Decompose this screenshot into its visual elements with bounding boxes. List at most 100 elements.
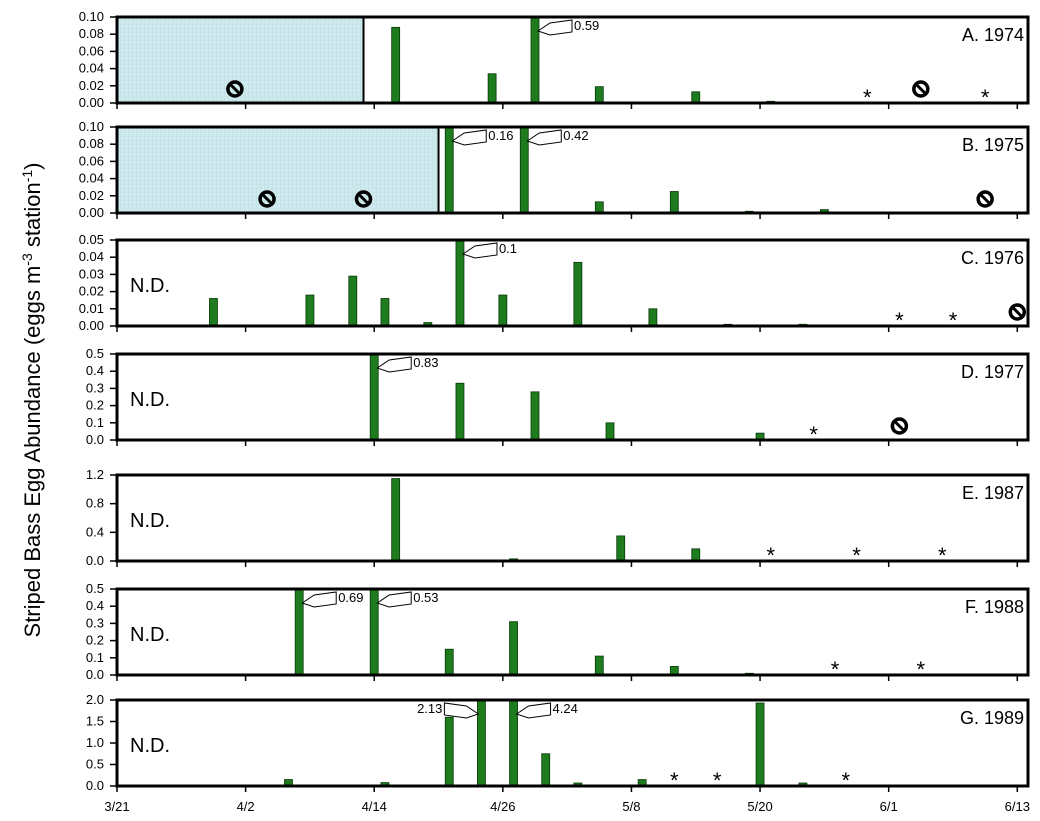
- y-axis-label-part: Striped Bass Egg Abundance (eggs m: [20, 266, 45, 638]
- no-sample-slash: [260, 192, 274, 206]
- bar: [209, 298, 218, 326]
- callout-arrow: [515, 702, 552, 719]
- y-tick-label: 1.0: [86, 735, 104, 750]
- y-tick-label: 0.06: [79, 153, 104, 168]
- y-tick-label: 0.00: [79, 95, 104, 110]
- bar: [691, 91, 701, 103]
- y-tick-label: 0.2: [86, 398, 104, 413]
- callout-label: 0.1: [499, 241, 517, 256]
- callout-label: 0.53: [413, 590, 438, 605]
- y-tick-label: 0.10: [79, 9, 104, 24]
- panel-title: G. 1989: [960, 708, 1024, 728]
- panel-title: A. 1974: [962, 25, 1024, 45]
- bar: [530, 17, 540, 103]
- no-data-label: N.D.: [130, 275, 170, 297]
- zero-catch-marker: *: [713, 768, 722, 793]
- zero-catch-marker: *: [949, 308, 958, 333]
- y-tick-label: 0.08: [79, 26, 104, 41]
- bar: [391, 478, 401, 561]
- zero-catch-marker: *: [809, 422, 818, 447]
- panel-frame: [115, 238, 1030, 328]
- panel-frame: [115, 473, 1030, 563]
- no-sample-icon: [912, 80, 930, 98]
- x-tick-label: 3/21: [104, 799, 129, 814]
- bar: [573, 261, 583, 326]
- y-tick-label: 0.02: [79, 284, 104, 299]
- y-tick-label: 0.2: [86, 633, 104, 648]
- no-sample-icon: [1008, 303, 1027, 321]
- bar: [444, 716, 454, 786]
- panel-title: F. 1988: [965, 597, 1024, 617]
- no-sample-slash: [979, 192, 992, 206]
- y-tick-label: 0.10: [79, 119, 104, 134]
- y-axis-label-part: ): [20, 163, 45, 170]
- y-tick-label: 0.3: [86, 380, 104, 395]
- bar: [594, 201, 604, 213]
- y-tick-label: 2.0: [86, 692, 104, 707]
- callout-arrow: [376, 356, 412, 373]
- no-sample-icon: [226, 80, 244, 98]
- no-data-label: N.D.: [130, 510, 170, 532]
- callout-arrow: [451, 129, 487, 146]
- bar: [455, 240, 465, 326]
- y-tick-label: 0.4: [86, 524, 104, 539]
- y-tick-label: 0.1: [86, 415, 104, 430]
- y-tick-label: 0.05: [79, 232, 104, 247]
- callout-label: 0.42: [563, 128, 588, 143]
- y-tick-label: 0.03: [79, 266, 104, 281]
- zero-catch-marker: *: [852, 543, 861, 568]
- callout-arrow: [536, 19, 573, 36]
- bar: [294, 589, 304, 675]
- bar: [369, 354, 379, 440]
- x-tick-label: 4/26: [490, 799, 515, 814]
- bar: [444, 127, 454, 213]
- callout-arrow: [461, 242, 498, 259]
- y-tick-label: 0.08: [79, 136, 104, 151]
- y-tick-label: 0.4: [86, 598, 104, 613]
- no-sample-icon: [258, 190, 276, 208]
- no-sample-slash: [914, 82, 927, 96]
- bar: [648, 308, 658, 326]
- y-tick-label: 0.04: [79, 249, 104, 264]
- no-sample-icon: [976, 190, 994, 208]
- panel-title: D. 1977: [961, 362, 1024, 382]
- callout-label: 0.69: [338, 590, 363, 605]
- panel-title: E. 1987: [962, 483, 1024, 503]
- y-axis-label-part: station: [20, 182, 45, 253]
- no-sample-slash: [893, 419, 906, 433]
- zero-catch-marker: *: [766, 543, 775, 568]
- callout-label: 2.13: [417, 701, 442, 716]
- y-tick-label: 0.04: [79, 171, 104, 186]
- y-tick-label: 0.4: [86, 363, 104, 378]
- bar: [669, 666, 679, 675]
- y-tick-label: 0.00: [79, 318, 104, 333]
- panel-frame: [115, 15, 1030, 105]
- callout-label: 0.83: [413, 355, 438, 370]
- y-axis-label-sup: -3: [19, 253, 35, 266]
- no-sample-slash: [357, 192, 370, 206]
- callout-arrow: [376, 591, 412, 608]
- y-tick-label: 0.02: [79, 188, 104, 203]
- panel-frame: [115, 587, 1030, 677]
- bar: [509, 621, 518, 675]
- bar: [616, 535, 626, 561]
- y-tick-label: 0.0: [86, 667, 104, 682]
- zero-catch-marker: *: [842, 768, 851, 793]
- callout-arrow: [526, 129, 562, 146]
- y-tick-label: 1.2: [86, 467, 104, 482]
- y-tick-label: 0.06: [79, 43, 104, 58]
- bar: [509, 700, 518, 786]
- y-tick-label: 0.0: [86, 432, 104, 447]
- zero-catch-marker: *: [895, 308, 904, 333]
- bar: [594, 655, 604, 675]
- y-axis-label-sup: -1: [19, 170, 35, 183]
- bar: [476, 700, 486, 786]
- bar: [594, 86, 604, 103]
- bar: [498, 294, 508, 326]
- panel-frame: [115, 352, 1030, 442]
- y-tick-label: 1.5: [86, 714, 104, 729]
- zero-catch-marker: *: [670, 768, 679, 793]
- bar: [519, 127, 529, 213]
- no-sample-slash: [1011, 305, 1024, 319]
- panel-title: C. 1976: [961, 248, 1024, 268]
